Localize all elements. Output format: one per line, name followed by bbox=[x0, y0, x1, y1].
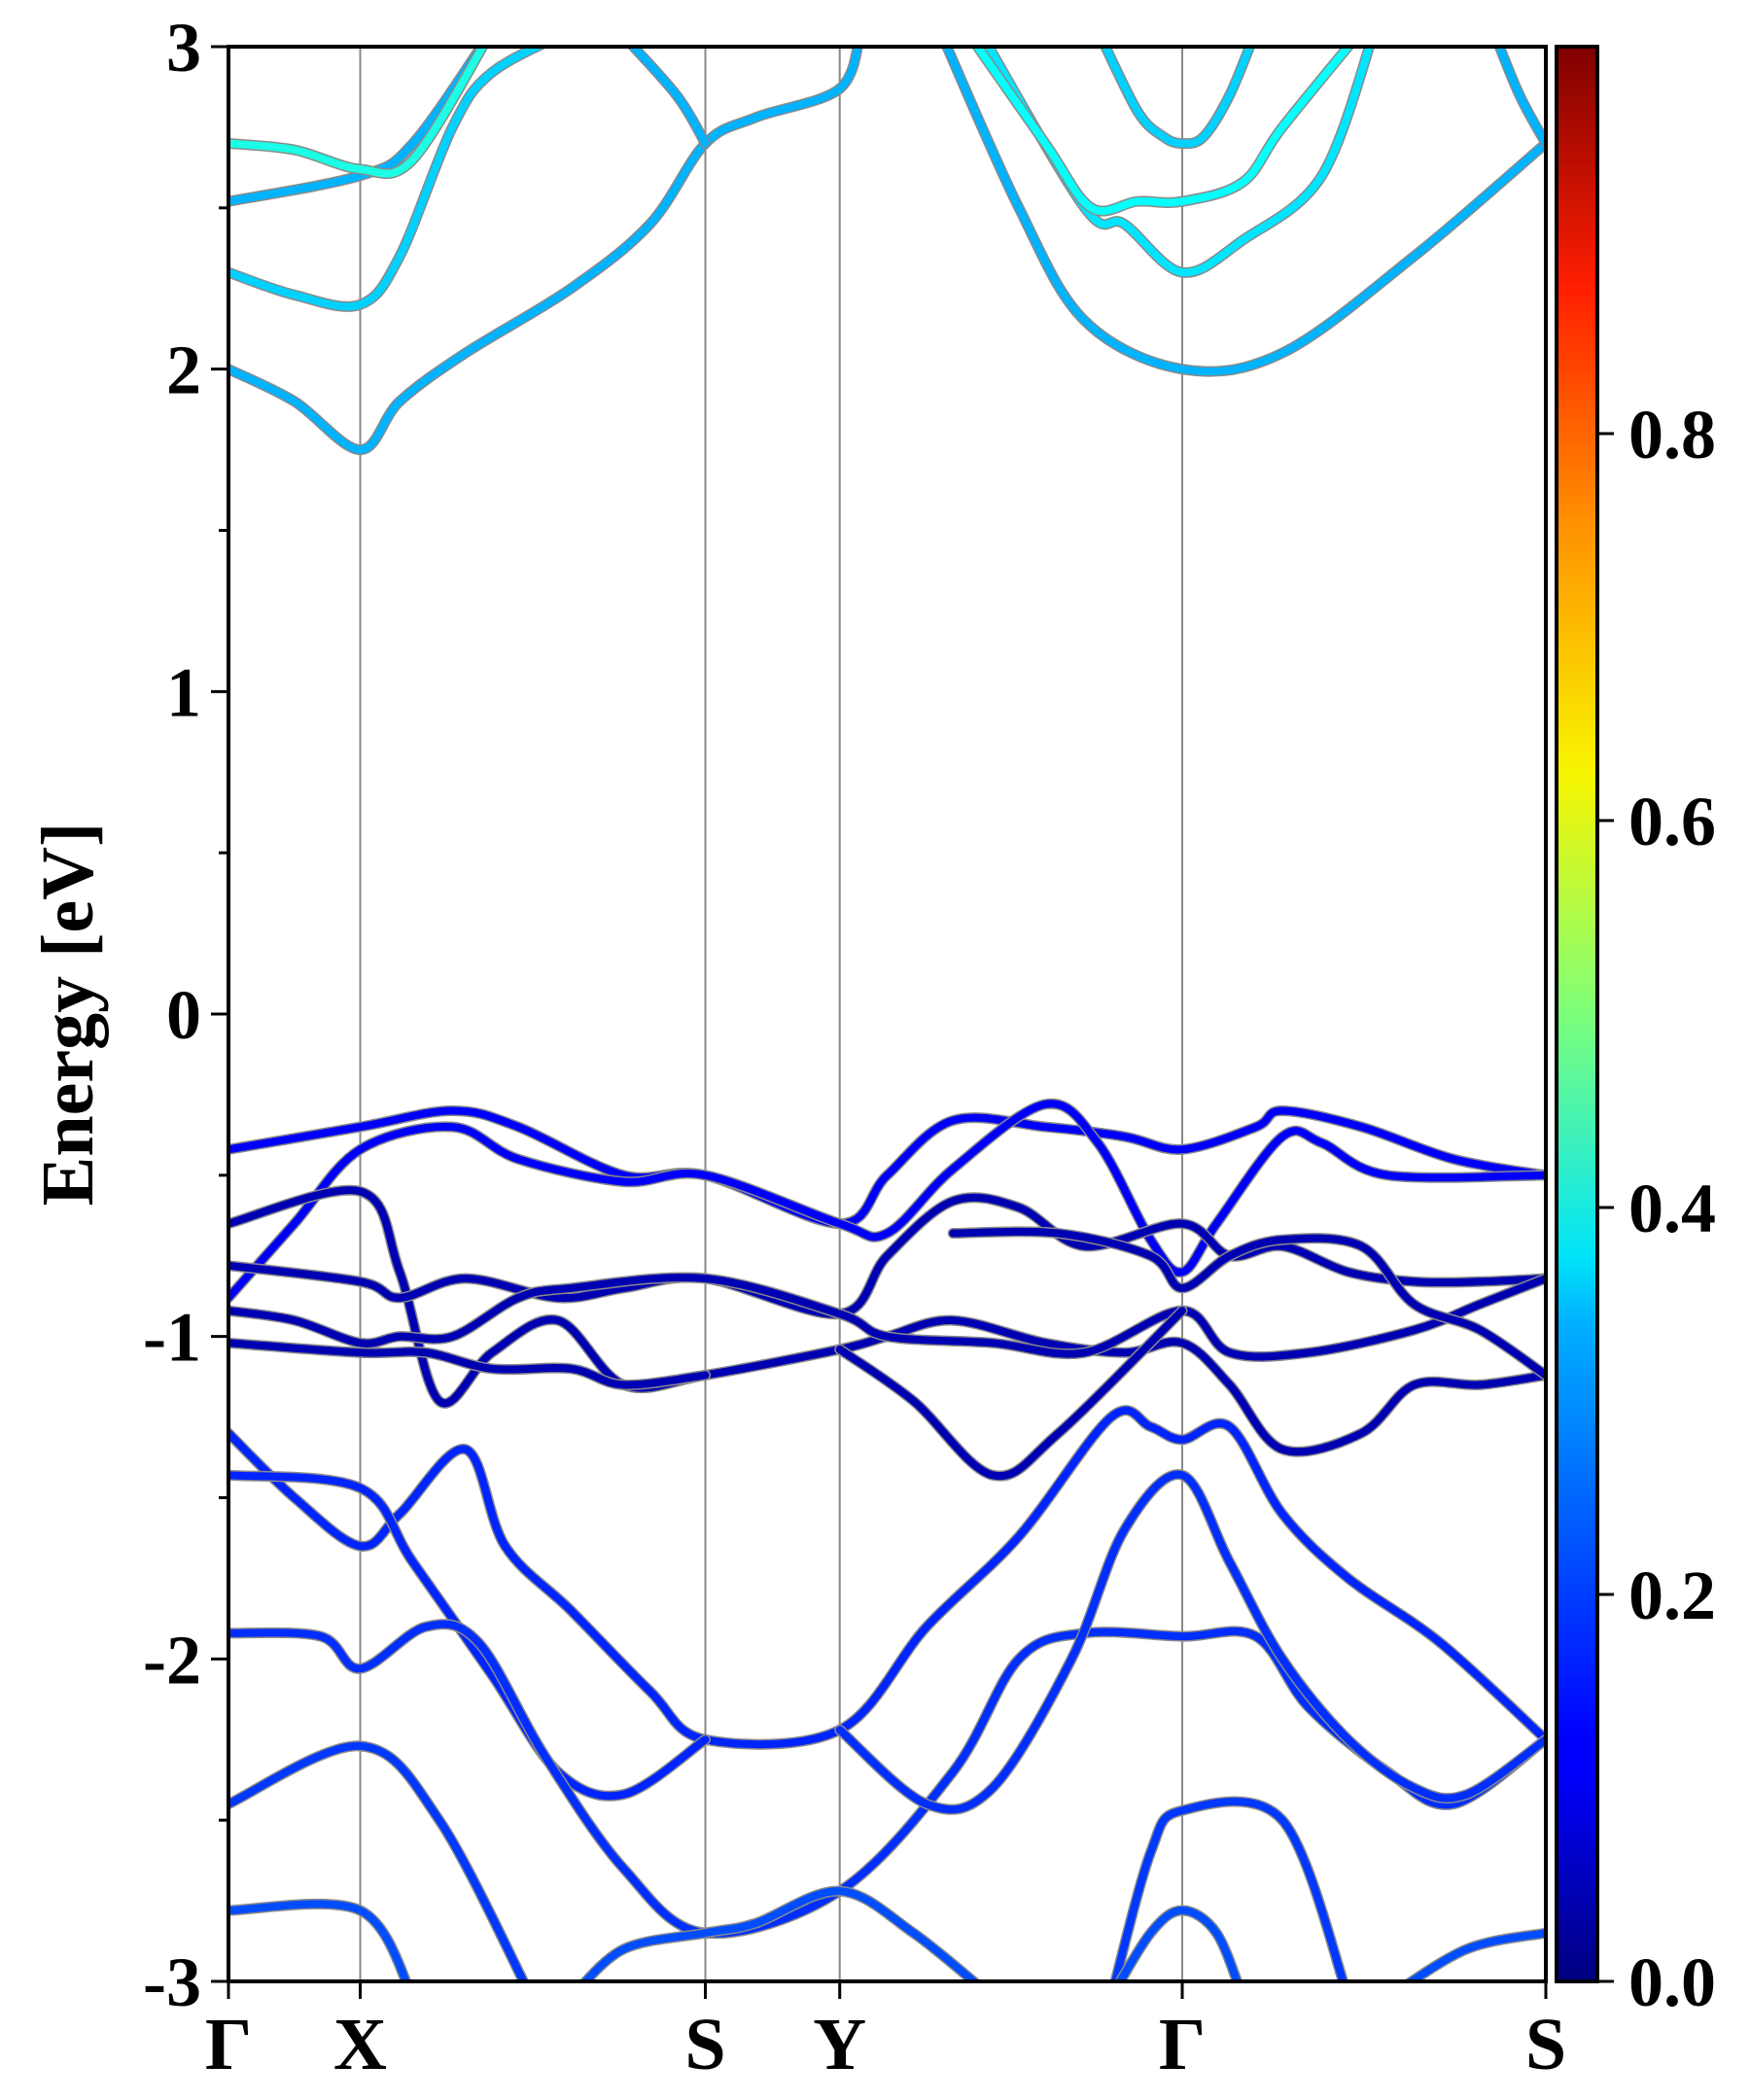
x-tick-label: Γ bbox=[1159, 2004, 1206, 2085]
band-line bbox=[228, 1273, 1546, 1361]
band-line bbox=[228, 1106, 1546, 1228]
y-tick-label: 2 bbox=[166, 332, 201, 409]
colorbar-axis: 0.0 0.2 0.4 0.6 0.8 bbox=[1597, 396, 1716, 2021]
colorbar-tick-label: 0.2 bbox=[1628, 1557, 1716, 1634]
colorbar-tick-label: 0.4 bbox=[1628, 1170, 1716, 1247]
band-line bbox=[942, 47, 1546, 376]
y-axis-label: Energy [eV] bbox=[27, 822, 109, 1207]
band-line bbox=[1101, 47, 1254, 148]
band-line bbox=[228, 1193, 1546, 1318]
y-tick-label: 3 bbox=[166, 9, 201, 87]
y-tick-label: -1 bbox=[143, 1299, 201, 1377]
y-tick-label: -3 bbox=[143, 1943, 201, 2021]
band-outline bbox=[228, 1740, 530, 1981]
band-outline bbox=[940, 47, 1546, 377]
x-tick-label: Γ bbox=[205, 2004, 252, 2085]
y-tick-label: 1 bbox=[166, 653, 201, 731]
band-line bbox=[228, 1471, 710, 1801]
band-line bbox=[228, 47, 546, 311]
band-line bbox=[228, 1620, 1546, 1938]
x-tick-label: S bbox=[1525, 2004, 1566, 2085]
band-line bbox=[628, 47, 710, 148]
colorbar-tick-label: 0.6 bbox=[1628, 783, 1716, 860]
band-outline bbox=[228, 47, 863, 456]
band-line bbox=[228, 47, 488, 178]
band-line bbox=[835, 1307, 1187, 1481]
y-tick-label: 0 bbox=[166, 976, 201, 1054]
band-line bbox=[228, 1741, 528, 1981]
band-line bbox=[972, 47, 1353, 216]
colorbar bbox=[1555, 45, 1599, 1983]
band-line bbox=[1115, 1907, 1242, 1981]
band-line bbox=[228, 1406, 1546, 1749]
band-line bbox=[835, 1470, 1546, 1814]
band-line bbox=[1404, 1929, 1546, 1981]
x-tick-label: S bbox=[684, 2004, 725, 2085]
band-line bbox=[949, 1227, 1546, 1380]
band-outline bbox=[1402, 1927, 1546, 1981]
band-line bbox=[1495, 47, 1546, 148]
band-line bbox=[1111, 1797, 1348, 1981]
band-line bbox=[228, 47, 862, 454]
y-tick-label: -2 bbox=[143, 1621, 201, 1698]
band-line bbox=[580, 1887, 980, 1981]
y-axis: -3 -2 -1 0 1 2 3 bbox=[143, 9, 228, 2021]
band-line bbox=[228, 1100, 1546, 1302]
plot-frame bbox=[227, 45, 1548, 1983]
x-tick-label: Y bbox=[813, 2004, 866, 2085]
colorbar-tick-label: 0.0 bbox=[1628, 1943, 1716, 2021]
bands bbox=[228, 47, 1546, 1981]
band-outline bbox=[228, 1898, 412, 1981]
x-tick-label: X bbox=[333, 2004, 387, 2085]
colorbar-tick-label: 0.8 bbox=[1628, 396, 1716, 473]
band-line bbox=[228, 1900, 410, 1981]
band-line bbox=[228, 1339, 710, 1389]
